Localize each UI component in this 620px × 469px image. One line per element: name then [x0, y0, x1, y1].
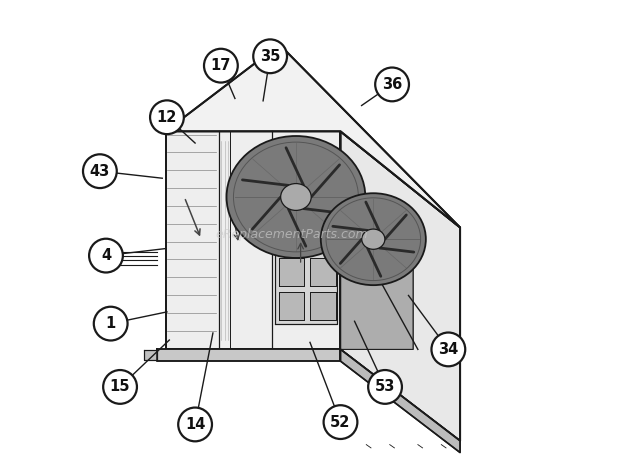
Circle shape	[103, 370, 137, 404]
Text: 52: 52	[330, 415, 351, 430]
Circle shape	[324, 405, 357, 439]
Ellipse shape	[226, 136, 365, 258]
Text: 53: 53	[375, 379, 395, 394]
Text: 36: 36	[382, 77, 402, 92]
Polygon shape	[96, 249, 103, 267]
Text: 14: 14	[185, 417, 205, 432]
Circle shape	[89, 239, 123, 272]
Polygon shape	[275, 162, 337, 324]
Polygon shape	[166, 131, 340, 349]
Circle shape	[150, 100, 184, 134]
Text: 1: 1	[105, 316, 116, 331]
Circle shape	[178, 408, 212, 441]
Text: 43: 43	[90, 164, 110, 179]
Text: 17: 17	[211, 58, 231, 73]
Circle shape	[204, 49, 238, 83]
Ellipse shape	[281, 183, 311, 211]
Text: 4: 4	[101, 248, 111, 263]
Polygon shape	[340, 131, 460, 441]
Polygon shape	[310, 292, 336, 320]
Circle shape	[94, 307, 128, 340]
Polygon shape	[278, 292, 304, 320]
Polygon shape	[166, 45, 460, 227]
Ellipse shape	[321, 193, 426, 285]
Polygon shape	[340, 206, 413, 349]
Circle shape	[432, 333, 465, 366]
Circle shape	[368, 370, 402, 404]
Text: 12: 12	[157, 110, 177, 125]
Ellipse shape	[361, 229, 385, 250]
Polygon shape	[310, 258, 336, 286]
Text: 15: 15	[110, 379, 130, 394]
Text: 34: 34	[438, 342, 458, 357]
Polygon shape	[157, 349, 340, 361]
Circle shape	[253, 39, 287, 73]
Text: eReplacementParts.com: eReplacementParts.com	[215, 228, 368, 241]
Polygon shape	[278, 258, 304, 286]
Circle shape	[83, 154, 117, 188]
Text: 35: 35	[260, 49, 280, 64]
Polygon shape	[340, 349, 460, 453]
Polygon shape	[144, 350, 157, 360]
Circle shape	[375, 68, 409, 101]
